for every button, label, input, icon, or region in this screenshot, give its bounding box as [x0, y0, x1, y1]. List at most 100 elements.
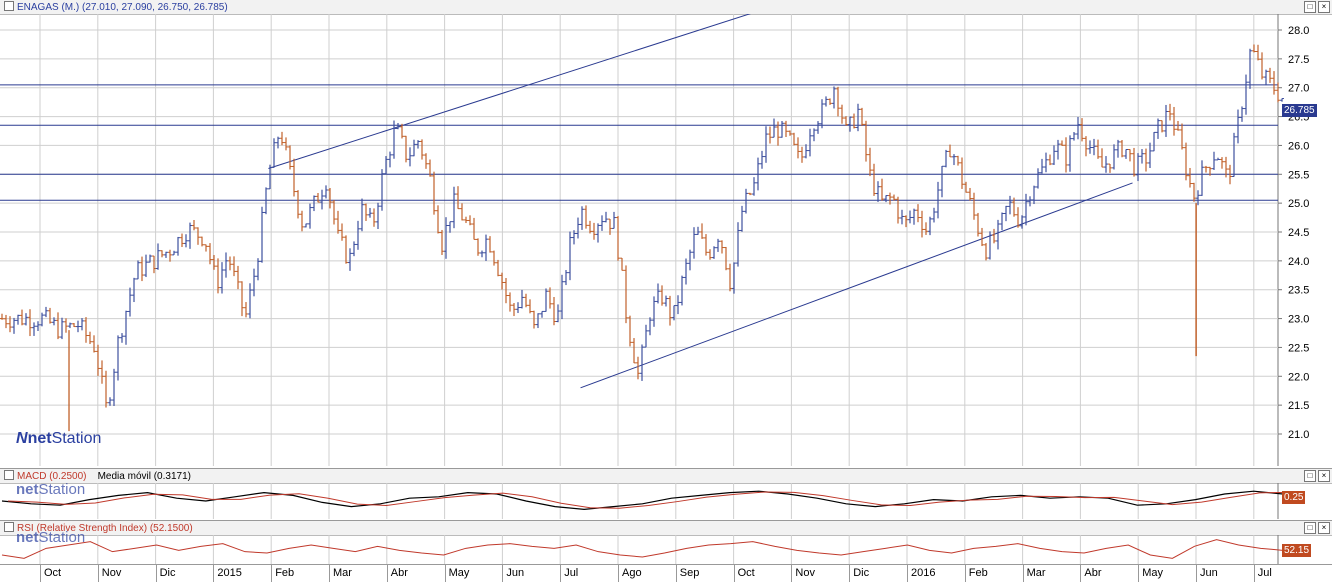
macd-value-badge: 0.25 — [1282, 491, 1306, 504]
candle — [504, 278, 508, 304]
candle — [1044, 152, 1048, 173]
price-chart[interactable]: 21.0 21.5 22.0 22.5 23.0 23.5 24.0 24.5 25.0 25.5… — [0, 14, 1332, 466]
x-tick-label: Mar — [333, 567, 352, 579]
netstation-logo: NnetStation — [16, 430, 102, 447]
candle — [684, 258, 688, 285]
rsi-menu-icon[interactable] — [4, 522, 14, 532]
candle — [1252, 44, 1256, 53]
candle — [332, 200, 336, 225]
candle — [128, 287, 132, 317]
candle — [104, 370, 108, 408]
candle — [392, 120, 396, 159]
candle — [1148, 142, 1152, 168]
candle — [488, 236, 492, 253]
candle — [176, 236, 180, 256]
x-tick — [386, 565, 388, 582]
channel-line — [268, 14, 751, 169]
candle — [644, 324, 648, 348]
candle — [832, 86, 836, 109]
x-tick-label: Abr — [390, 567, 408, 579]
candle — [900, 209, 904, 225]
candle — [892, 194, 896, 201]
candle — [1192, 182, 1196, 202]
x-tick — [618, 565, 619, 582]
candle — [476, 238, 480, 256]
candle — [716, 238, 720, 252]
candle — [400, 123, 404, 139]
y-tick-label: 24.0 — [1288, 256, 1309, 268]
candle — [388, 151, 392, 168]
candle — [1260, 52, 1264, 80]
candle — [996, 219, 1000, 250]
candle — [196, 227, 200, 245]
candle — [116, 335, 120, 381]
candle — [416, 140, 420, 149]
candle — [492, 250, 496, 266]
candle — [1204, 165, 1208, 173]
candle — [884, 195, 888, 203]
candle — [456, 186, 460, 210]
candle — [916, 204, 920, 223]
candle — [980, 227, 984, 247]
candle — [960, 157, 964, 189]
candle — [368, 207, 372, 218]
candle — [1100, 148, 1104, 168]
candle — [1136, 153, 1140, 182]
candle — [752, 177, 756, 196]
candle — [1164, 104, 1168, 137]
candle — [24, 313, 28, 326]
candle — [1160, 120, 1164, 133]
candle — [1248, 48, 1252, 89]
macd-close-button[interactable]: × — [1318, 470, 1330, 482]
y-tick-label: 23.0 — [1288, 314, 1309, 326]
restore-button[interactable]: □ — [1304, 1, 1316, 13]
x-tick-label: Nov — [795, 567, 815, 579]
candle — [212, 255, 216, 270]
macd-chart[interactable] — [0, 483, 1332, 519]
rsi-restore-button[interactable]: □ — [1304, 522, 1316, 534]
candle — [628, 315, 632, 347]
panel-menu-icon[interactable] — [4, 1, 14, 11]
x-tick — [40, 565, 41, 582]
macd-menu-icon[interactable] — [4, 470, 14, 480]
candle — [852, 113, 856, 129]
candle — [1060, 140, 1064, 146]
candle — [256, 258, 260, 281]
candle — [1180, 123, 1184, 150]
y-tick-label: 27.5 — [1288, 54, 1309, 66]
candle — [1124, 149, 1128, 159]
candle — [1056, 139, 1060, 160]
candle — [728, 263, 732, 292]
candle — [1272, 71, 1276, 95]
candle — [1276, 82, 1280, 103]
macd-restore-button[interactable]: □ — [1304, 470, 1316, 482]
x-tick-label: Dic — [159, 567, 176, 579]
candle — [1152, 131, 1156, 152]
candle — [584, 205, 588, 229]
candle — [188, 222, 192, 249]
candle — [640, 344, 644, 381]
candle — [496, 259, 500, 277]
candle — [1036, 168, 1040, 189]
candle — [772, 118, 776, 138]
candle — [604, 211, 608, 223]
candle — [20, 309, 24, 326]
candle — [588, 220, 592, 234]
candle — [1108, 163, 1112, 173]
candle — [544, 288, 548, 312]
candle — [1184, 142, 1188, 181]
rsi-close-button[interactable]: × — [1318, 522, 1330, 534]
candle — [992, 228, 996, 244]
candle — [144, 254, 148, 278]
candle — [1224, 156, 1228, 178]
candle — [568, 231, 572, 281]
y-tick-label: 22.5 — [1288, 342, 1309, 354]
close-button[interactable]: × — [1318, 1, 1330, 13]
candle — [404, 135, 408, 163]
rsi-chart[interactable] — [0, 535, 1332, 565]
macd-signal-line — [7, 491, 1289, 509]
candle — [956, 155, 960, 166]
candle — [848, 116, 852, 132]
candle — [620, 257, 624, 271]
candle — [216, 258, 220, 294]
